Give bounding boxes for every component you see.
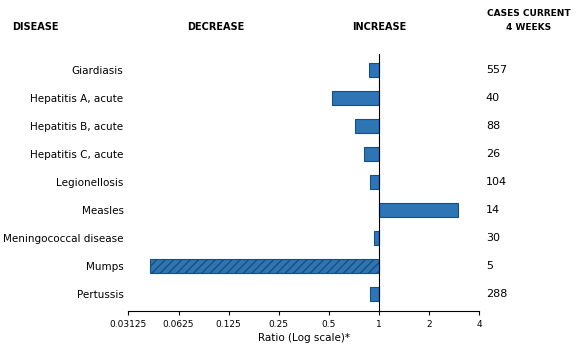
Text: 14: 14: [486, 205, 500, 215]
Text: 5: 5: [486, 261, 493, 271]
Text: 88: 88: [486, 121, 500, 131]
Bar: [364, 147, 379, 161]
Text: CASES CURRENT: CASES CURRENT: [486, 9, 571, 18]
Bar: [379, 203, 458, 217]
Bar: [332, 91, 379, 105]
Bar: [374, 231, 379, 245]
X-axis label: Ratio (Log scale)*: Ratio (Log scale)*: [258, 333, 350, 343]
Bar: [369, 63, 379, 77]
Text: 288: 288: [486, 289, 507, 299]
Bar: [370, 287, 379, 301]
Text: DISEASE: DISEASE: [12, 22, 58, 32]
Text: 557: 557: [486, 65, 507, 75]
Text: 104: 104: [486, 177, 507, 187]
Text: 4 WEEKS: 4 WEEKS: [506, 23, 551, 32]
Text: 30: 30: [486, 233, 500, 243]
Text: INCREASE: INCREASE: [353, 22, 406, 32]
Bar: [370, 175, 379, 189]
Text: 26: 26: [486, 149, 500, 159]
Text: 40: 40: [486, 93, 500, 103]
Bar: [150, 259, 379, 273]
Text: DECREASE: DECREASE: [187, 22, 245, 32]
Bar: [355, 119, 379, 133]
